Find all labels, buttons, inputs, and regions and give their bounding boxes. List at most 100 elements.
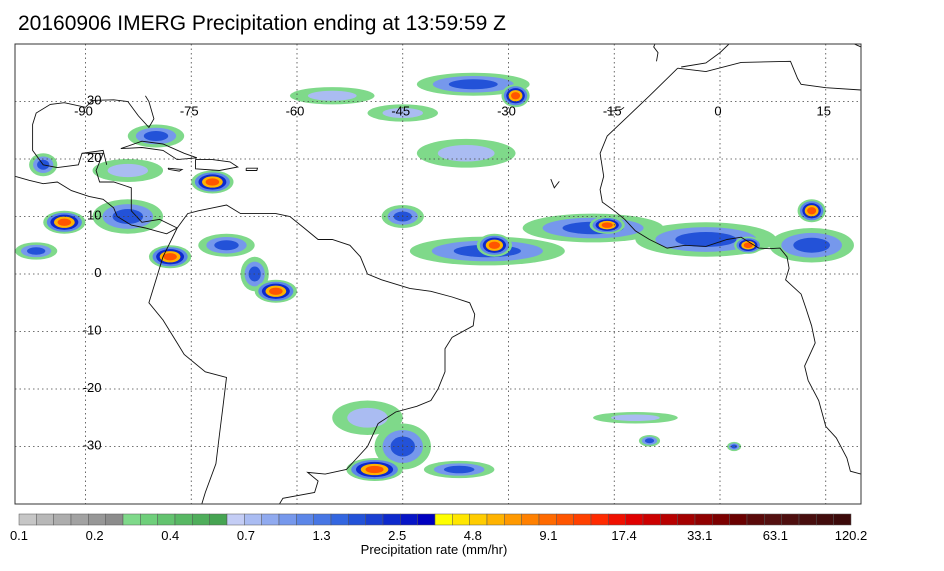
- cuba-coast: [120, 140, 198, 161]
- colorbar-swatch: [53, 513, 72, 526]
- colorbar-tick-label: 4.8: [464, 528, 482, 543]
- colorbar-swatch: [70, 513, 89, 526]
- central-america-pacific: [15, 175, 178, 235]
- precip-cell: [731, 444, 738, 449]
- colorbar-swatch: [382, 513, 401, 526]
- colorbar-swatch: [833, 513, 852, 526]
- coordinate-labels: -90 -75 -60 -45 -30 -15 0 15 30 20 10 0 -10 -20 -30: [74, 93, 831, 453]
- colorbar-swatch: [694, 513, 713, 526]
- colorbar-swatch: [244, 513, 262, 526]
- colorbar-swatch: [746, 513, 765, 526]
- colorbar-swatch: [573, 513, 592, 526]
- south-america-coast: [148, 204, 476, 504]
- graticule: [15, 44, 861, 504]
- latitude-label: -10: [83, 323, 102, 338]
- precip-cell: [807, 207, 817, 215]
- colorbar-swatch: [642, 513, 661, 526]
- latitude-label: 20: [87, 150, 101, 165]
- latitude-label: 10: [87, 208, 101, 223]
- longitude-label: -90: [74, 104, 93, 119]
- cape-verde: [550, 178, 560, 189]
- europe-med-coast: [681, 44, 861, 68]
- latitude-label: 30: [87, 93, 101, 108]
- colorbar-swatch: [417, 513, 436, 526]
- colorbar-swatch: [590, 513, 609, 526]
- colorbar-swatch: [365, 513, 384, 526]
- coastlines: [15, 44, 861, 504]
- colorbar-swatch: [192, 513, 210, 526]
- precip-cell: [448, 79, 498, 90]
- longitude-label: -45: [391, 104, 410, 119]
- colorbar-tick-label: 17.4: [611, 528, 636, 543]
- colorbar-swatch: [521, 513, 540, 526]
- precip-cell: [269, 287, 283, 295]
- colorbar-tick-label: 0.1: [10, 528, 28, 543]
- colorbar-tick-label: 9.1: [539, 528, 557, 543]
- colorbar-swatch: [781, 513, 800, 526]
- colorbar-swatch: [504, 513, 522, 526]
- precip-cell: [601, 222, 613, 228]
- baja-mexico-coast: [15, 175, 16, 177]
- precip-cell: [488, 241, 501, 249]
- precip-cell: [205, 178, 220, 186]
- canary-islands: [607, 106, 625, 112]
- longitude-label: -30: [497, 104, 516, 119]
- map-title: 20160906 IMERG Precipitation ending at 1…: [18, 12, 506, 35]
- colorbar-swatch: [556, 513, 574, 526]
- colorbar-swatch: [677, 513, 696, 526]
- precip-cell: [26, 247, 46, 255]
- colorbar-swatch: [434, 513, 453, 526]
- longitude-label: -15: [603, 104, 622, 119]
- precip-cell: [644, 438, 655, 444]
- latitude-label: -20: [83, 380, 102, 395]
- colorbar-tick-label: 120.2: [835, 528, 868, 543]
- precip-cell: [443, 465, 475, 474]
- colorbar-swatch: [140, 513, 158, 526]
- map-frame: [14, 43, 862, 505]
- colorbar-title: Precipitation rate (mm/hr): [360, 542, 508, 557]
- colorbar-swatch: [538, 513, 557, 526]
- precip-cell: [743, 242, 753, 249]
- precip-cell: [511, 92, 521, 100]
- longitude-label: 0: [714, 104, 721, 119]
- precip-cell: [365, 465, 384, 474]
- precip-cell: [382, 108, 424, 118]
- precip-cell: [437, 144, 495, 162]
- longitude-label: -75: [180, 104, 199, 119]
- colorbar-swatch: [226, 513, 245, 526]
- colorbar-swatch: [261, 513, 280, 526]
- colorbar-swatch: [209, 513, 228, 526]
- precip-cell: [214, 240, 239, 251]
- precip-cell: [611, 414, 660, 422]
- colorbar-tick-label: 33.1: [687, 528, 712, 543]
- precip-cell: [347, 407, 388, 428]
- colorbar: 0.1 0.2 0.4 0.7 1.3 2.5 4.8 9.1 17.4 33.1 63.1 120.…: [10, 513, 868, 543]
- colorbar-swatch: [174, 513, 193, 526]
- colorbar-swatch: [729, 513, 748, 526]
- longitude-label: -60: [286, 104, 305, 119]
- latitude-label: 0: [94, 265, 101, 280]
- precip-cell: [793, 237, 830, 253]
- colorbar-swatch: [660, 513, 678, 526]
- colorbar-tick-label: 63.1: [763, 528, 788, 543]
- colorbar-swatch: [608, 513, 626, 526]
- colorbar-tick-label: 0.7: [237, 528, 255, 543]
- colorbar-tick-label: 2.5: [388, 528, 406, 543]
- colorbar-swatch: [157, 513, 176, 526]
- precip-cell: [675, 232, 737, 247]
- north-africa-coast: [677, 60, 861, 91]
- colorbar-swatch: [712, 513, 730, 526]
- colorbar-swatch: [88, 513, 106, 526]
- colorbar-swatch: [330, 513, 349, 526]
- jamaica-coast: [167, 167, 184, 172]
- colorbar-swatch: [348, 513, 366, 526]
- yucatan-coast: [81, 149, 108, 165]
- colorbar-tick-label: 1.3: [313, 528, 331, 543]
- precip-cell: [163, 253, 177, 261]
- precipitation-layer: [15, 72, 854, 481]
- colorbar-swatch: [313, 513, 332, 526]
- precip-cell: [307, 90, 357, 101]
- longitude-label: 15: [817, 104, 831, 119]
- iberia-coast: [653, 44, 659, 62]
